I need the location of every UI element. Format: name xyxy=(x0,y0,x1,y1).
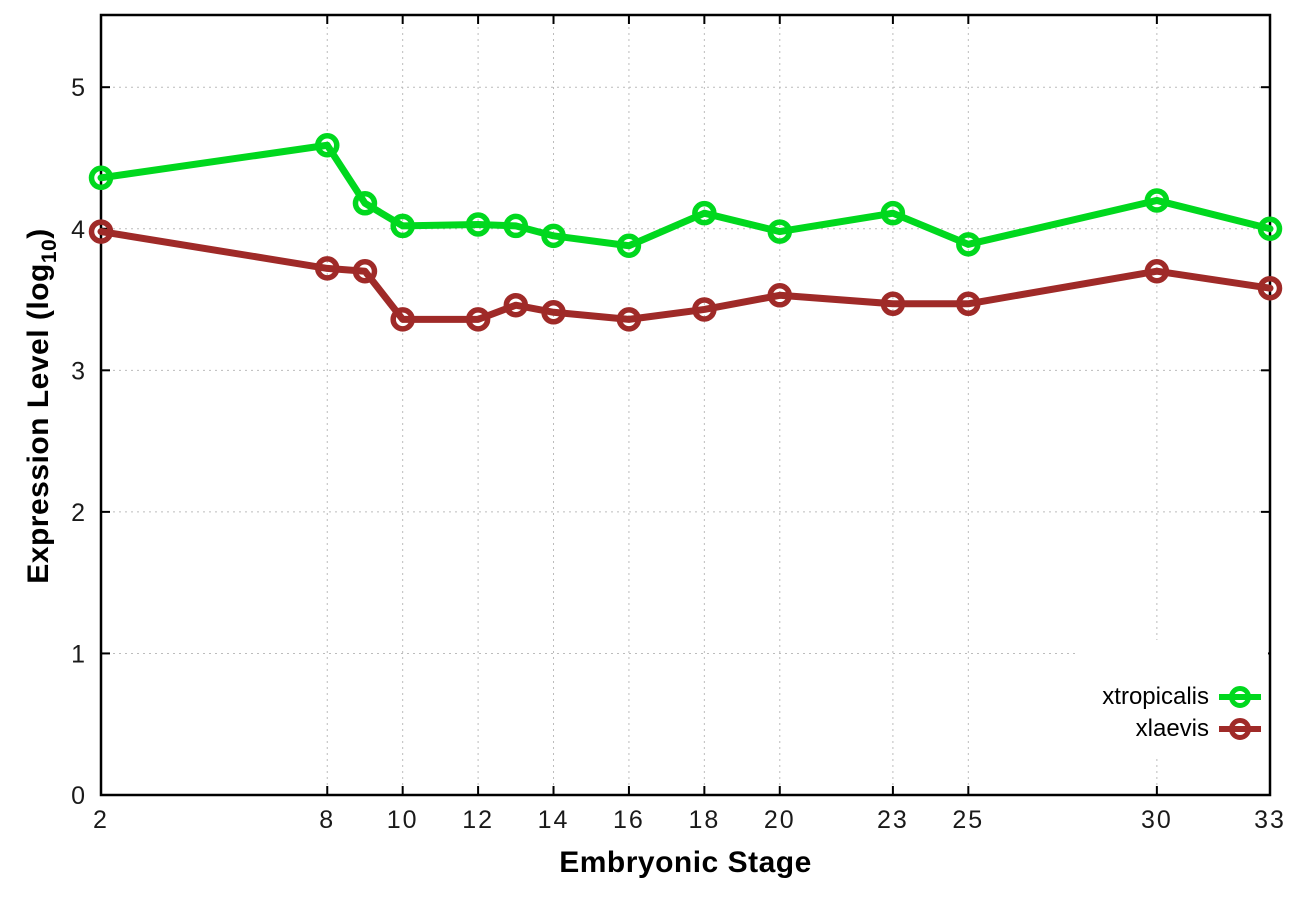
x-tick-label: 14 xyxy=(538,806,570,834)
data-point-xlaevis xyxy=(315,256,340,281)
y-tick-label: 2 xyxy=(71,499,87,527)
x-axis-title: Embryonic Stage xyxy=(559,846,812,879)
x-tick-label: 12 xyxy=(462,806,494,834)
legend-item-xtropicalis: xtropicalis xyxy=(1102,681,1262,713)
x-tick-label: 30 xyxy=(1141,806,1173,834)
legend-sample-line-icon xyxy=(1219,718,1261,740)
data-point-xlaevis xyxy=(692,297,717,322)
legend-label-xtropicalis: xtropicalis xyxy=(1102,683,1209,710)
data-point-xlaevis xyxy=(1257,275,1283,301)
legend-sample-line-icon xyxy=(1219,686,1261,708)
data-point-xlaevis xyxy=(767,283,793,308)
x-tick-label: 18 xyxy=(688,806,720,834)
data-point-xtropicalis xyxy=(692,200,717,226)
data-point-xlaevis xyxy=(390,307,415,332)
data-point-xtropicalis xyxy=(465,212,491,237)
x-tick-label: 8 xyxy=(319,806,335,834)
y-tick-label: 0 xyxy=(71,782,87,810)
data-point-xlaevis xyxy=(616,307,642,332)
legend-item-xlaevis: xlaevis xyxy=(1136,713,1262,745)
data-point-xtropicalis xyxy=(1257,216,1283,242)
data-point-xlaevis xyxy=(352,258,378,284)
x-tick-label: 16 xyxy=(613,806,645,834)
data-point-xtropicalis xyxy=(767,219,793,244)
x-tick-label: 25 xyxy=(952,806,984,834)
data-point-xtropicalis xyxy=(352,191,378,216)
y-tick-label: 5 xyxy=(71,74,87,102)
data-point-xtropicalis xyxy=(1144,188,1170,213)
y-tick-label: 3 xyxy=(71,357,87,385)
x-tick-label: 10 xyxy=(387,806,419,834)
series-line-xtropicalis xyxy=(97,141,1274,250)
data-point-xtropicalis xyxy=(88,165,114,191)
plot-border xyxy=(99,13,1272,797)
data-point-xtropicalis xyxy=(616,233,642,258)
data-point-xlaevis xyxy=(1144,258,1170,284)
y-tick-label: 1 xyxy=(71,640,87,668)
data-point-xtropicalis xyxy=(541,223,566,249)
x-tick-label: 23 xyxy=(877,806,909,834)
y-axis-title-text: Expression Level (log xyxy=(22,263,55,584)
y-tick-label: 4 xyxy=(71,216,87,244)
data-point-xlaevis xyxy=(88,219,114,244)
data-point-xlaevis xyxy=(503,292,529,318)
x-tick-label: 33 xyxy=(1254,806,1286,834)
data-point-xtropicalis xyxy=(390,213,415,239)
data-point-xlaevis xyxy=(956,291,981,317)
legend-label-xlaevis: xlaevis xyxy=(1135,715,1209,742)
data-point-xtropicalis xyxy=(880,200,906,226)
series-line-xlaevis xyxy=(97,228,1274,323)
x-tick-label: 20 xyxy=(764,806,796,834)
data-point-xlaevis xyxy=(880,291,906,317)
x-tick-label: 2 xyxy=(93,806,109,834)
y-axis-title-subscript: 10 xyxy=(38,238,61,264)
data-point-xtropicalis xyxy=(956,232,981,257)
y-axis-title: Expression Level (log10) xyxy=(19,16,61,796)
data-point-xtropicalis xyxy=(503,213,529,239)
data-point-xlaevis xyxy=(465,307,491,332)
data-point-xtropicalis xyxy=(315,132,340,158)
data-point-xlaevis xyxy=(541,300,566,325)
legend: xtropicalis xlaevis xyxy=(1075,640,1268,758)
y-axis-title-suffix: ) xyxy=(22,228,55,239)
